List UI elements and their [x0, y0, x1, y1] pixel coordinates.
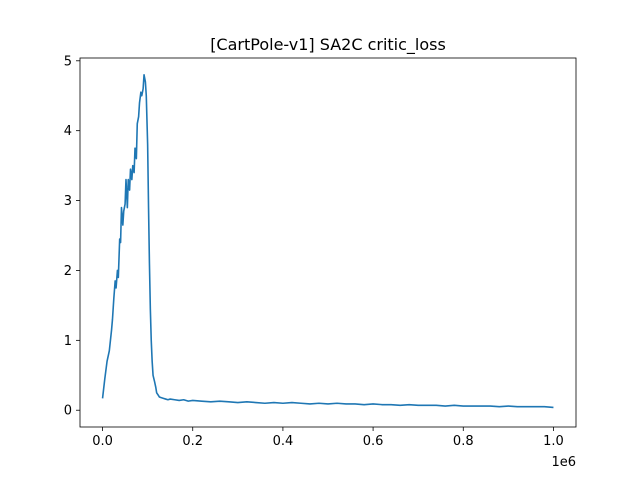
- series-line-0: [101, 73, 554, 409]
- x-tick-label: 1.0: [543, 434, 564, 449]
- axes: 0.0 0.2 0.4 0.6 0.8 1.0 0 1 2 3 4 5: [64, 54, 577, 449]
- x-tick-label: 0.2: [182, 434, 203, 449]
- y-tick-label: 3: [64, 194, 72, 209]
- y-tick-label: 1: [64, 334, 72, 349]
- y-tick-label: 0: [64, 404, 72, 419]
- y-tick-label: 4: [64, 124, 72, 139]
- axes-frame: [79, 57, 577, 428]
- x-tick-label: 0.4: [273, 434, 294, 449]
- x-tick-label: 0.8: [453, 434, 474, 449]
- chart-title: [CartPole-v1] SA2C critic_loss: [210, 35, 446, 55]
- y-tick-label: 5: [64, 54, 72, 69]
- x-tick-label: 0.0: [92, 434, 113, 449]
- x-tick-label: 0.6: [363, 434, 384, 449]
- plot-area: [101, 73, 554, 409]
- x-axis-offset-label: 1e6: [551, 455, 576, 470]
- y-tick-label: 2: [64, 264, 72, 279]
